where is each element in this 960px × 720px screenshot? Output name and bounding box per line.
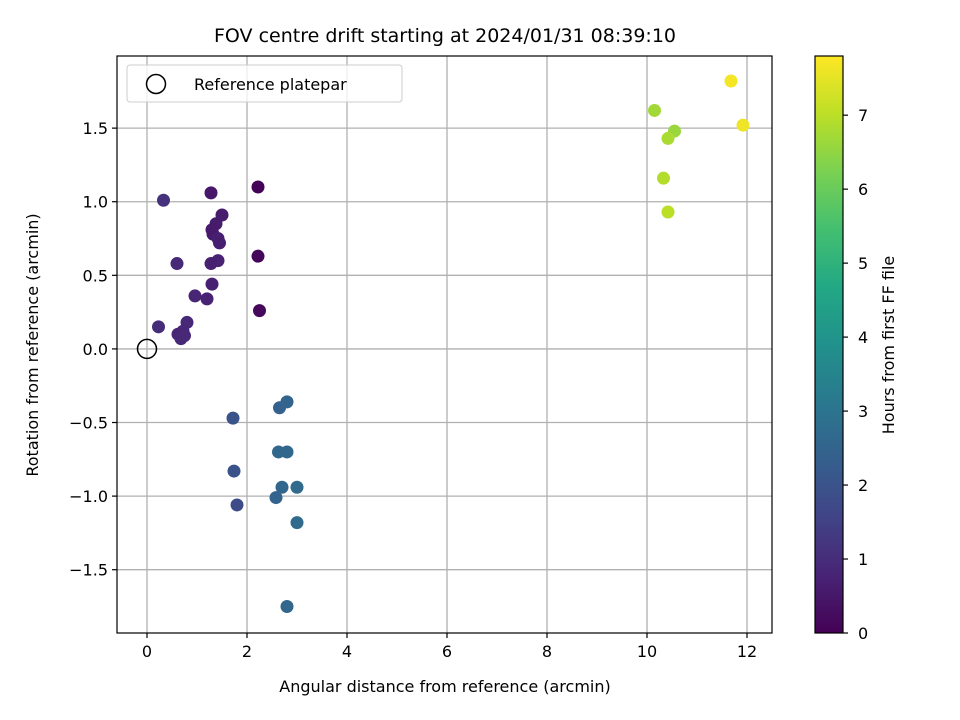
colorbar-tick-label: 3 <box>858 402 868 421</box>
x-tick-label: 10 <box>637 642 657 661</box>
x-axis-label: Angular distance from reference (arcmin) <box>279 677 610 696</box>
data-point <box>269 491 283 505</box>
data-points <box>152 74 750 614</box>
data-point <box>657 171 670 185</box>
data-point <box>648 103 661 117</box>
data-point <box>204 257 218 271</box>
colorbar-gradient <box>815 56 843 633</box>
legend: Reference platepar <box>126 64 403 103</box>
chart-title: FOV centre drift starting at 2024/01/31 … <box>214 25 676 47</box>
y-axis-label: Rotation from reference (arcmin) <box>23 213 42 476</box>
x-tick-label: 2 <box>242 642 252 661</box>
data-point <box>170 257 184 271</box>
y-tick-label: 1.0 <box>83 193 108 212</box>
colorbar-tick-label: 5 <box>858 254 868 273</box>
data-point <box>227 464 241 478</box>
x-tick-label: 4 <box>342 642 352 661</box>
data-point <box>275 480 289 494</box>
colorbar-tick-label: 4 <box>858 328 868 347</box>
data-point <box>200 292 214 306</box>
colorbar-tick-label: 0 <box>858 624 868 643</box>
data-point <box>661 131 675 145</box>
y-tick-label: −1.0 <box>69 487 108 506</box>
y-tick-label: −1.5 <box>69 561 108 580</box>
data-point <box>253 304 266 318</box>
data-point <box>226 411 240 425</box>
colorbar-ticks: 0 1 2 3 4 5 6 7 <box>843 106 868 643</box>
colorbar-label: Hours from first FF file <box>879 256 898 435</box>
data-point <box>661 205 675 219</box>
x-tick-label: 12 <box>737 642 757 661</box>
data-point <box>230 498 244 512</box>
data-point <box>204 186 218 200</box>
data-point <box>152 320 165 334</box>
data-point <box>280 600 294 614</box>
colorbar-tick-label: 1 <box>858 550 868 569</box>
colorbar: 0 1 2 3 4 5 6 7 Hours from first FF file <box>814 55 898 643</box>
data-point <box>205 277 219 291</box>
legend-box <box>126 64 403 103</box>
plot-frame <box>116 55 773 634</box>
colorbar-tick-label: 2 <box>858 476 868 495</box>
data-point <box>213 236 226 250</box>
data-point <box>280 445 294 459</box>
data-point <box>251 249 265 263</box>
legend-label: Reference platepar <box>194 75 347 94</box>
x-tick-label: 0 <box>142 642 152 661</box>
data-point <box>736 118 750 132</box>
y-tick-label: 1.5 <box>83 119 108 138</box>
y-tick-label: 0.0 <box>83 340 108 359</box>
x-axis-ticks: 0 2 4 6 8 10 12 <box>142 633 757 661</box>
data-point <box>188 289 202 303</box>
data-point <box>724 74 738 88</box>
y-tick-label: 0.5 <box>83 266 108 285</box>
x-tick-label: 6 <box>442 642 452 661</box>
colorbar-tick-label: 7 <box>858 106 868 125</box>
x-tick-label: 8 <box>542 642 552 661</box>
data-point <box>178 329 191 343</box>
gridlines <box>117 56 772 633</box>
reference-platepar-marker <box>136 338 158 360</box>
y-tick-label: −0.5 <box>69 414 108 433</box>
data-point <box>290 516 304 530</box>
data-point <box>251 180 265 194</box>
colorbar-frame <box>814 55 844 634</box>
colorbar-tick-label: 6 <box>858 180 868 199</box>
data-point <box>290 480 304 494</box>
y-axis-ticks: −1.5 −1.0 −0.5 0.0 0.5 1.0 1.5 <box>69 119 117 580</box>
data-point <box>280 395 294 409</box>
legend-open-circle-icon <box>145 73 167 95</box>
data-point <box>157 193 170 207</box>
